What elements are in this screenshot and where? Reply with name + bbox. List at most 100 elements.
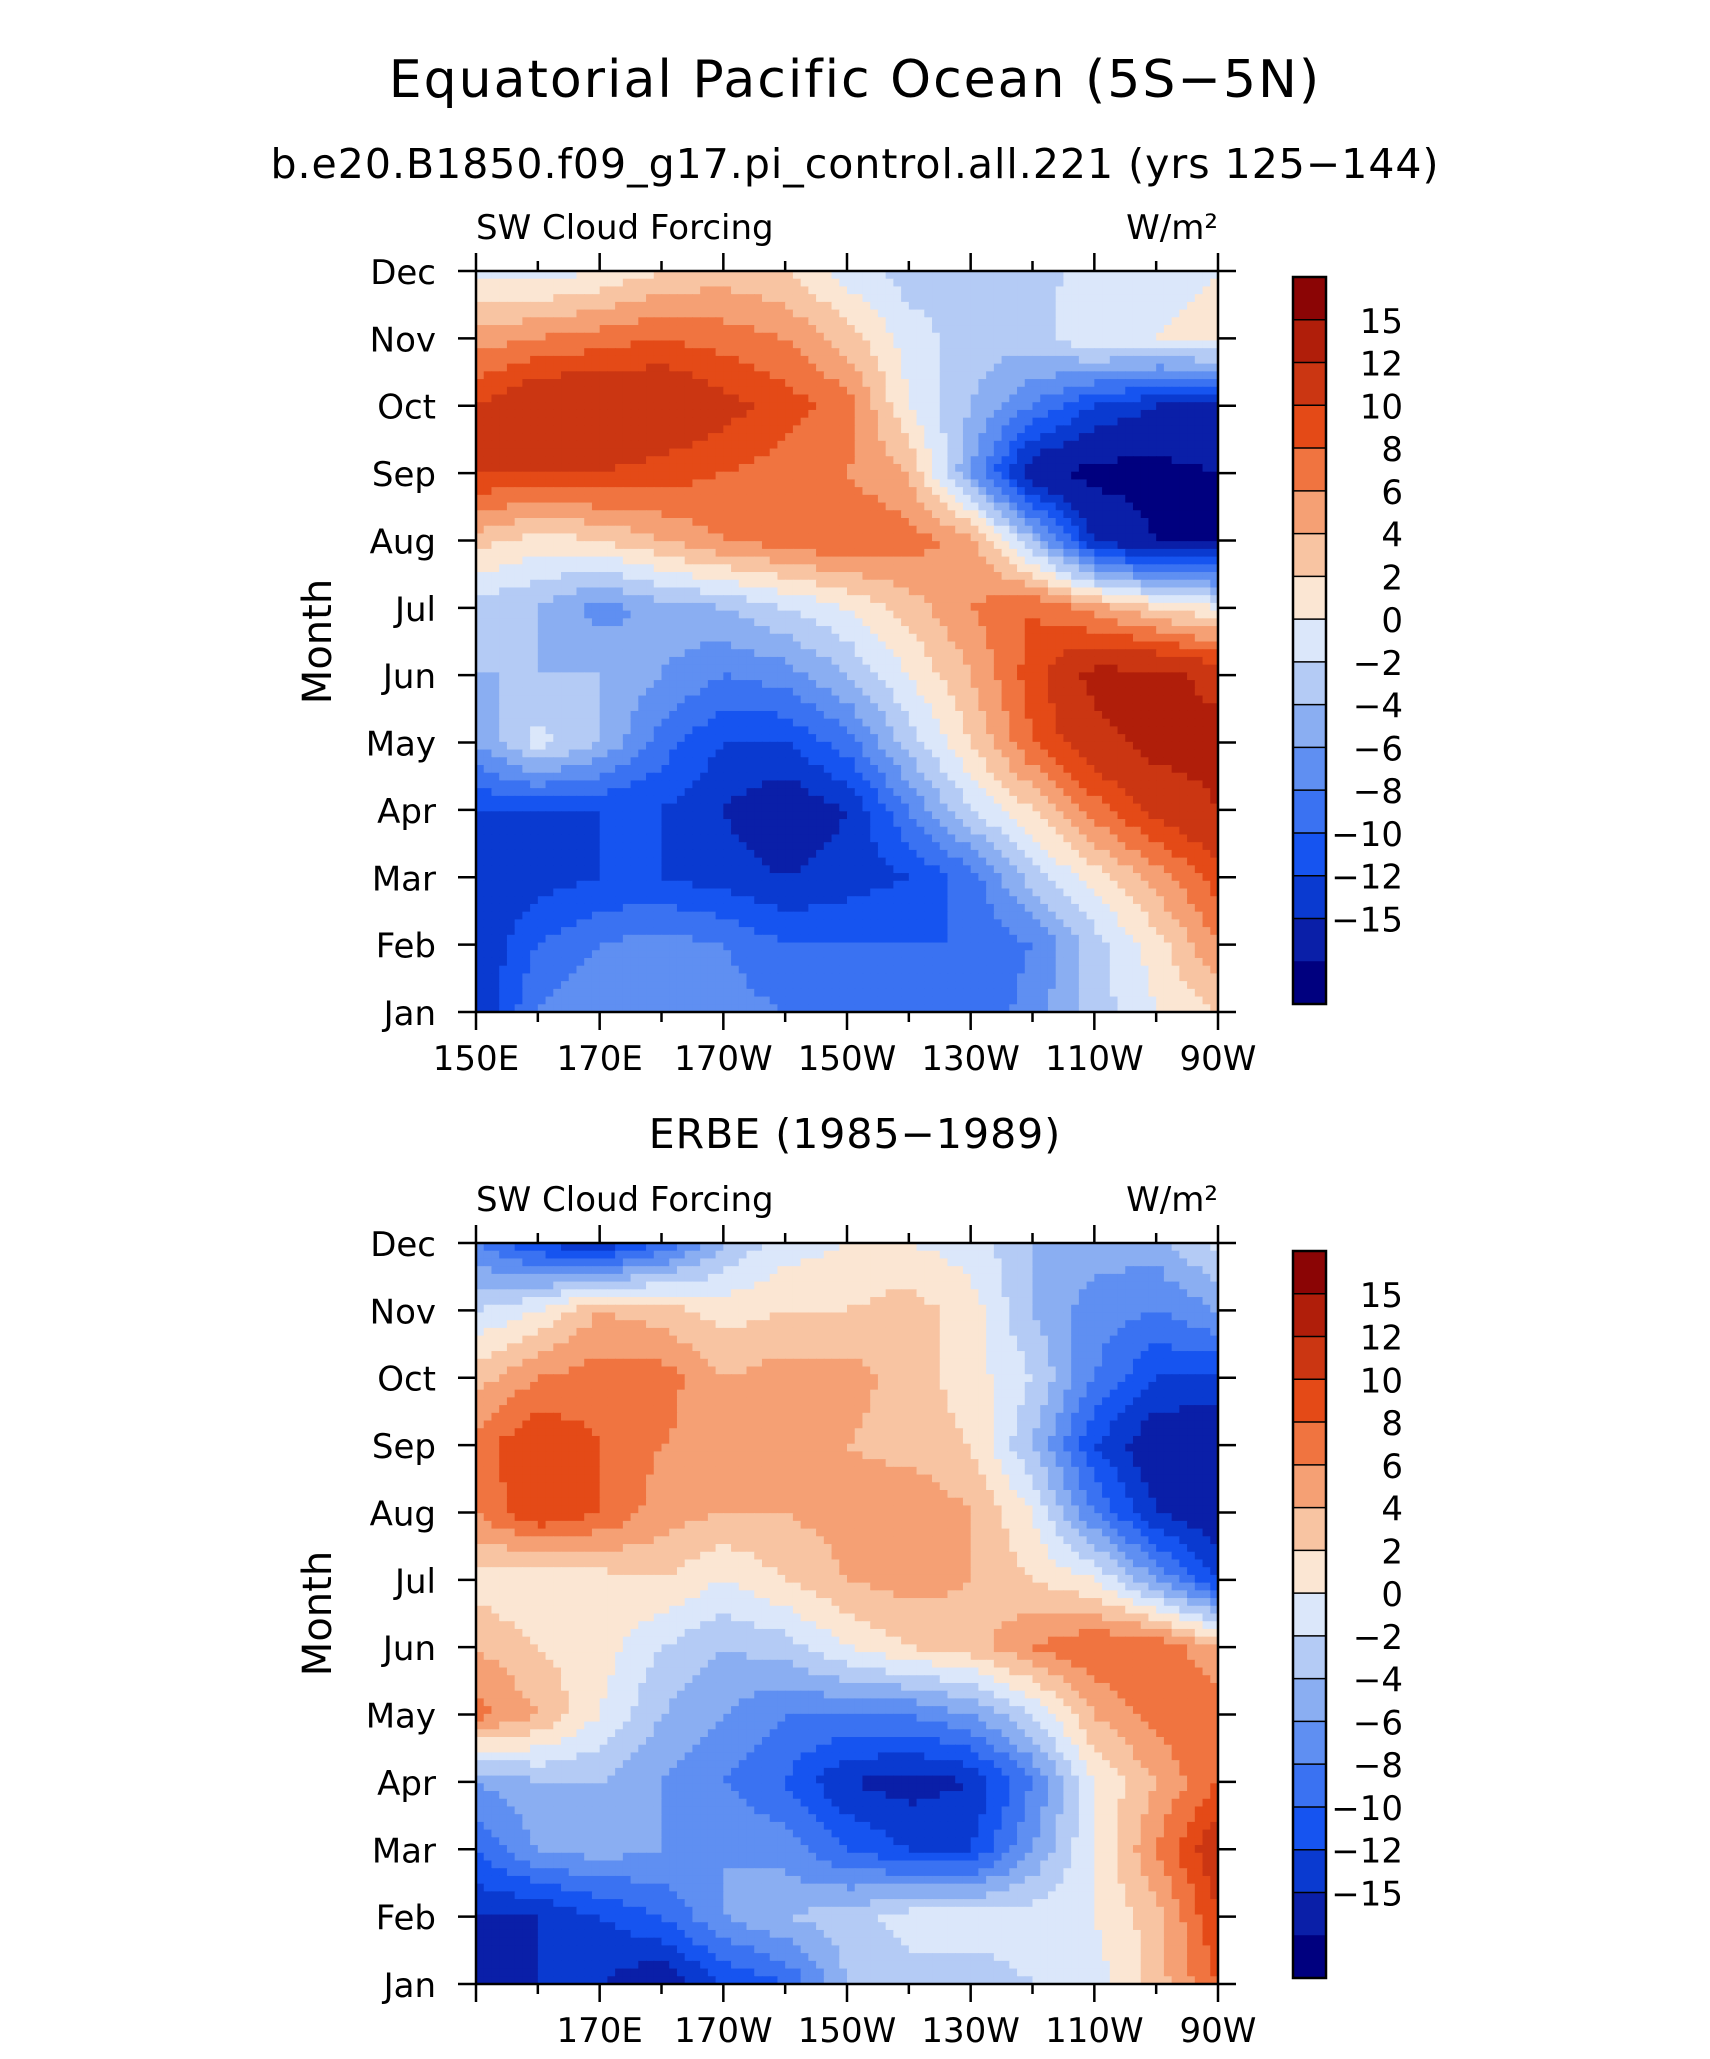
contour-cell (476, 456, 485, 465)
contour-cell (1171, 664, 1180, 673)
contour-cell (1086, 448, 1095, 457)
contour-cell (1202, 664, 1211, 673)
contour-cell (1148, 656, 1157, 666)
contour-cell (676, 394, 686, 403)
contour-cell (885, 332, 894, 342)
contour-cell (646, 463, 655, 473)
contour-cell (800, 572, 809, 581)
contour-cell (715, 564, 724, 573)
contour-cell (499, 548, 508, 558)
contour-cell (676, 656, 686, 666)
contour-cell (970, 587, 979, 596)
contour-cell (514, 656, 523, 666)
contour-cell (545, 379, 554, 388)
contour-cell (839, 656, 848, 666)
contour-cell (653, 325, 663, 334)
contour-cell (723, 541, 732, 550)
contour-cell (1117, 564, 1126, 573)
contour-cell (591, 626, 601, 635)
contour-cell (769, 456, 779, 465)
contour-cell (785, 610, 794, 619)
contour-cell (1179, 587, 1188, 596)
contour-cell (785, 332, 794, 342)
contour-cell (622, 379, 632, 388)
contour-cell (483, 425, 493, 434)
contour-cell (800, 494, 809, 504)
contour-cell (1163, 317, 1173, 326)
contour-cell (568, 317, 578, 326)
contour-cell (576, 502, 585, 511)
contour-cell (622, 564, 632, 573)
contour-cell (514, 386, 523, 396)
contour-cell (568, 433, 578, 442)
contour-cell (885, 602, 894, 612)
contour-cell (692, 556, 701, 565)
contour-cell (1148, 271, 1157, 280)
contour-cell (738, 278, 748, 288)
contour-cell (630, 409, 639, 419)
contour-cell (1140, 471, 1150, 481)
contour-cell (854, 317, 864, 326)
contour-cell (715, 572, 724, 581)
contour-cell (1156, 556, 1165, 565)
contour-cell (769, 633, 779, 643)
contour-cell (893, 463, 902, 473)
contour-cell (978, 525, 987, 535)
contour-cell (530, 610, 539, 619)
contour-cell (1078, 479, 1088, 488)
contour-cell (870, 340, 879, 349)
contour-cell (862, 579, 871, 589)
contour-cell (769, 433, 779, 442)
contour-cell (970, 355, 979, 365)
contour-cell (1125, 440, 1134, 450)
contour-cell (653, 425, 663, 434)
contour-cell (499, 325, 508, 334)
contour-cell (1009, 556, 1018, 565)
contour-cell (986, 332, 995, 342)
contour-cell (854, 556, 864, 565)
contour-cell (777, 425, 786, 434)
contour-cell (622, 533, 632, 542)
contour-cell (700, 564, 709, 573)
contour-cell (823, 564, 833, 573)
contour-cell (978, 564, 987, 573)
contour-cell (522, 541, 531, 550)
contour-cell (1086, 610, 1095, 619)
contour-cell (847, 363, 856, 372)
contour-cell (630, 595, 639, 604)
contour-cell (1102, 409, 1111, 419)
contour-cell (1078, 433, 1088, 442)
contour-cell (1148, 510, 1157, 519)
contour-cell (823, 587, 833, 596)
contour-cell (893, 579, 902, 589)
contour-cell (692, 278, 701, 288)
contour-cell (978, 556, 987, 565)
contour-cell (1148, 518, 1157, 527)
contour-cell (1117, 402, 1126, 411)
contour-cell (584, 533, 593, 542)
contour-cell (1171, 587, 1180, 596)
contour-cell (1017, 402, 1026, 411)
contour-cell (622, 641, 632, 650)
contour-cell (599, 533, 608, 542)
contour-cell (476, 301, 485, 311)
contour-cell (707, 541, 717, 550)
contour-cell (476, 525, 485, 535)
contour-cell (1001, 664, 1010, 673)
contour-cell (908, 641, 918, 650)
contour-cell (1194, 494, 1204, 504)
contour-cell (491, 402, 500, 411)
contour-cell (962, 456, 972, 465)
contour-cell (707, 664, 717, 673)
contour-cell (1055, 533, 1065, 542)
contour-cell (970, 371, 979, 380)
contour-cell (591, 564, 601, 573)
contour-cell (553, 548, 562, 558)
contour-cell (761, 587, 771, 596)
contour-cell (1202, 502, 1211, 511)
contour-cell (1009, 649, 1018, 658)
contour-cell (808, 471, 817, 481)
contour-cell (723, 510, 732, 519)
contour-cell (808, 641, 817, 650)
contour-cell (599, 610, 608, 619)
